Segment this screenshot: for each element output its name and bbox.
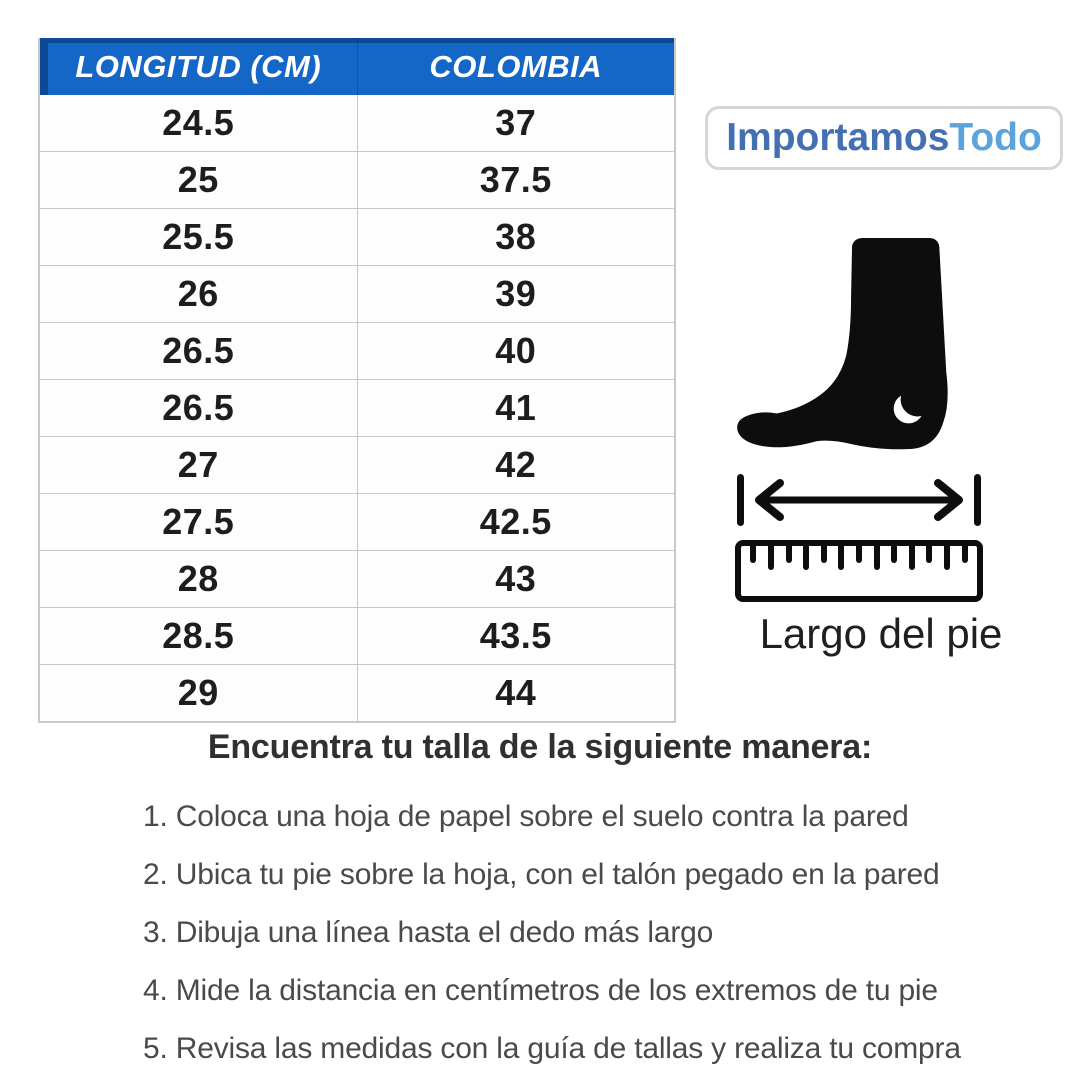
table-row: 28.5 43.5	[40, 608, 674, 665]
foot-icon	[731, 238, 985, 468]
size-cell: 42	[356, 437, 675, 493]
size-cell: 43	[356, 551, 675, 607]
size-cell: 37.5	[356, 152, 675, 208]
length-cell: 28	[177, 558, 219, 599]
instructions-list: 1. Coloca una hoja de papel sobre el sue…	[143, 800, 1043, 1080]
length-cell: 24.5	[162, 102, 235, 143]
logo-text-secondary: Todo	[949, 116, 1042, 159]
length-cell: 26	[177, 273, 219, 314]
ruler-icon	[735, 540, 983, 602]
instruction-step-1: 1. Coloca una hoja de papel sobre el sue…	[143, 800, 909, 833]
table-row: 26.5 41	[40, 380, 674, 437]
measurement-label: Largo del pie	[759, 610, 1003, 657]
table-row: 29 44	[40, 665, 674, 721]
size-cell: 38	[356, 209, 675, 265]
table-header-row: LONGITUD (CM) COLOMBIA	[40, 38, 674, 95]
instruction-step-5: 5. Revisa las medidas con la guía de tal…	[143, 1032, 961, 1065]
instruction-step-4: 4. Mide la distancia en centímetros de l…	[143, 974, 938, 1007]
logo-text: ImportamosTodo	[726, 116, 1042, 160]
length-cell: 27	[177, 444, 219, 485]
table-row: 25 37.5	[40, 152, 674, 209]
length-arrow-icon	[735, 473, 983, 527]
size-cell: 42.5	[356, 494, 675, 550]
length-cell: 26.5	[162, 387, 235, 428]
length-cell: 25.5	[162, 216, 235, 257]
logo-text-primary: Importamos	[726, 116, 950, 159]
size-conversion-table: LONGITUD (CM) COLOMBIA 24.5 37 25 37.5 2…	[38, 38, 676, 723]
instruction-step-3: 3. Dibuja una línea hasta el dedo más la…	[143, 916, 714, 949]
size-cell: 40	[356, 323, 675, 379]
length-cell: 29	[177, 672, 219, 713]
table-row: 28 43	[40, 551, 674, 608]
table-row: 25.5 38	[40, 209, 674, 266]
table-row: 27.5 42.5	[40, 494, 674, 551]
size-cell: 37	[356, 95, 675, 151]
length-cell: 25	[177, 159, 219, 200]
column-header-longitud: LONGITUD (CM)	[75, 48, 322, 84]
instruction-step-2: 2. Ubica tu pie sobre la hoja, con el ta…	[143, 858, 940, 891]
size-cell: 41	[356, 380, 675, 436]
table-row: 24.5 37	[40, 95, 674, 152]
size-cell: 43.5	[356, 608, 675, 664]
length-cell: 27.5	[162, 501, 235, 542]
table-row: 26 39	[40, 266, 674, 323]
table-row: 27 42	[40, 437, 674, 494]
length-cell: 28.5	[162, 615, 235, 656]
importamostodo-logo: ImportamosTodo	[705, 106, 1063, 170]
size-cell: 39	[356, 266, 675, 322]
size-cell: 44	[356, 665, 675, 721]
table-row: 26.5 40	[40, 323, 674, 380]
column-header-colombia: COLOMBIA	[356, 38, 675, 95]
instructions-title: Encuentra tu talla de la siguiente maner…	[207, 728, 873, 766]
length-cell: 26.5	[162, 330, 235, 371]
